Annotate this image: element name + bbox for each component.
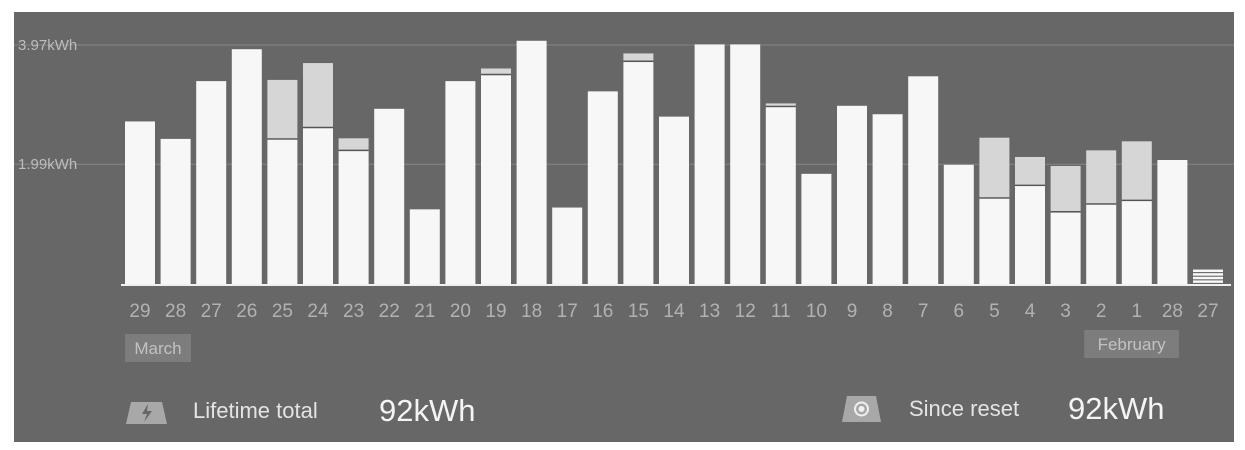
bar-segment-secondary[interactable] (765, 103, 796, 107)
bar-segment[interactable] (1193, 276, 1223, 280)
x-tick-label: 23 (343, 301, 364, 322)
bar[interactable] (765, 107, 796, 285)
bar[interactable] (801, 173, 832, 284)
month-label: March (134, 339, 181, 358)
bars (125, 40, 1223, 285)
x-tick-label: 24 (307, 301, 329, 322)
bar[interactable] (267, 139, 298, 284)
x-tick-label: 12 (735, 301, 756, 322)
bar[interactable] (552, 207, 583, 284)
x-tick-label: 27 (1197, 301, 1218, 322)
x-tick-label: 6 (954, 301, 965, 322)
lifetime-total: Lifetime total 92kWh (126, 393, 475, 428)
bar-segment-secondary[interactable] (338, 138, 369, 151)
lightning-icon (126, 402, 167, 424)
x-tick-label: 11 (771, 301, 791, 322)
x-tick-label: 1 (1132, 301, 1143, 322)
bar[interactable] (196, 81, 227, 284)
y-tick-label: 3.97kWh (18, 37, 77, 54)
bar[interactable] (730, 44, 761, 285)
bar[interactable] (908, 76, 939, 285)
x-tick-label: 27 (201, 301, 222, 322)
since-reset: Since reset 92kWh (842, 391, 1164, 426)
target-icon[interactable] (842, 396, 881, 422)
month-label: February (1098, 335, 1167, 354)
bar[interactable] (303, 128, 333, 284)
energy-chart-panel: 3.97kWh 1.99kWh 29 28 27 26 25 24 23 22 21 20 19 18 1… (14, 12, 1234, 442)
bar[interactable] (445, 81, 476, 284)
x-tick-label: 29 (129, 301, 150, 322)
bar[interactable] (837, 105, 867, 284)
month-tag[interactable] (125, 334, 191, 362)
bar[interactable] (125, 121, 155, 284)
bar-segment-secondary[interactable] (267, 79, 298, 139)
x-tick-label: 19 (485, 301, 506, 322)
bar-segment[interactable] (1193, 269, 1223, 273)
x-tick-label: 5 (989, 301, 1000, 322)
bar-segment-secondary[interactable] (623, 53, 654, 62)
lifetime-label: Lifetime total (193, 398, 318, 423)
bar-segment-secondary[interactable] (1121, 141, 1152, 201)
month-labels[interactable]: March February (125, 330, 1179, 362)
bar-segment-secondary[interactable] (1015, 156, 1045, 186)
bar[interactable] (160, 138, 191, 284)
bar[interactable] (1086, 204, 1117, 284)
bar[interactable] (872, 114, 903, 284)
bar-segment-secondary[interactable] (1086, 150, 1117, 204)
x-tick-label: 28 (165, 301, 186, 322)
bar-segment-secondary[interactable] (1050, 166, 1081, 212)
bar[interactable] (516, 40, 547, 285)
bar-segment[interactable] (1193, 273, 1223, 276)
reset-label: Since reset (909, 396, 1019, 421)
y-axis-labels: 3.97kWh 1.99kWh (18, 37, 77, 173)
bar[interactable] (943, 164, 974, 284)
x-tick-label: 14 (663, 301, 685, 322)
x-tick-label: 20 (450, 301, 471, 322)
x-tick-label: 26 (236, 301, 257, 322)
x-tick-label: 15 (628, 301, 649, 322)
x-tick-label: 17 (557, 301, 578, 322)
x-axis-labels: 29 28 27 26 25 24 23 22 21 20 19 18 17 16 15 14 13 12 11 10… (129, 301, 1218, 322)
lifetime-value: 92kWh (379, 393, 475, 428)
bar[interactable] (1015, 186, 1045, 284)
bar[interactable] (659, 116, 689, 284)
month-tag[interactable] (1084, 330, 1179, 358)
bar-segment-secondary[interactable] (481, 68, 511, 75)
bar-segment-secondary[interactable] (303, 63, 333, 128)
bar[interactable] (374, 108, 405, 284)
x-tick-label: 16 (592, 301, 613, 322)
x-tick-label: 22 (379, 301, 400, 322)
bar[interactable] (409, 209, 440, 284)
y-tick-label: 1.99kWh (18, 156, 77, 173)
bar[interactable] (1121, 201, 1152, 284)
bar[interactable] (1050, 212, 1081, 284)
bar[interactable] (623, 62, 654, 284)
x-tick-label: 4 (1025, 301, 1036, 322)
x-tick-label: 18 (521, 301, 542, 322)
bar[interactable] (481, 75, 511, 284)
bar[interactable] (231, 49, 262, 284)
reset-value: 92kWh (1068, 391, 1164, 426)
bar[interactable] (979, 198, 1010, 284)
x-tick-label: 7 (918, 301, 929, 322)
bar[interactable] (587, 91, 618, 284)
x-tick-label: 9 (847, 301, 858, 322)
bar-segment-secondary[interactable] (979, 137, 1010, 198)
x-tick-label: 28 (1162, 301, 1183, 322)
bar[interactable] (1157, 159, 1188, 284)
bar[interactable] (338, 151, 369, 284)
x-tick-label: 2 (1096, 301, 1107, 322)
x-tick-label: 13 (699, 301, 720, 322)
x-tick-label: 8 (882, 301, 893, 322)
x-tick-label: 10 (806, 301, 827, 322)
bar-segment[interactable] (1193, 280, 1223, 283)
bar[interactable] (694, 44, 725, 285)
x-tick-label: 3 (1060, 301, 1071, 322)
x-tick-label: 25 (272, 301, 293, 322)
x-tick-label: 21 (414, 301, 435, 322)
